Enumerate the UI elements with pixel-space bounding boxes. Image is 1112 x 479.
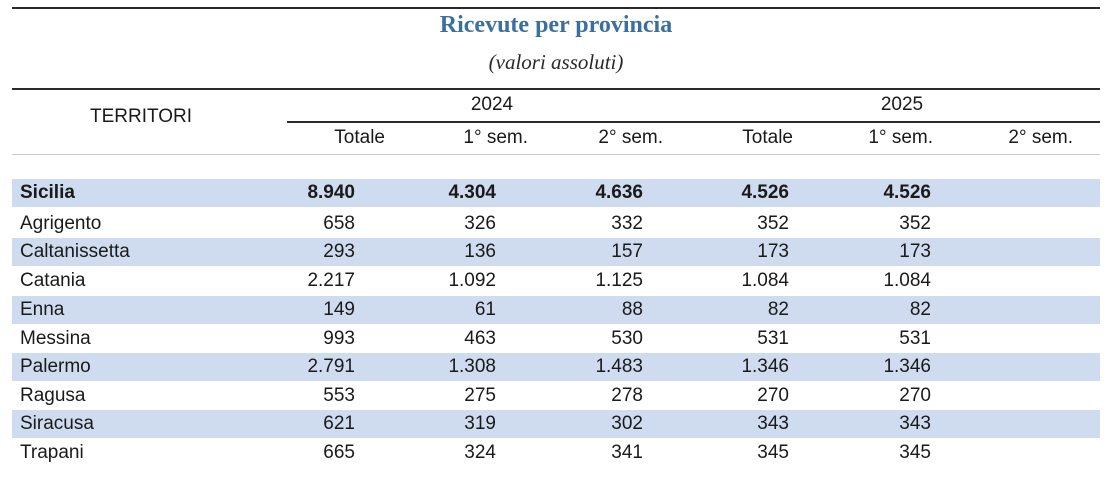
cell-2024-totale: 2.791 (307, 356, 355, 377)
cell-2024-sem1: 1.092 (448, 270, 496, 291)
territory-name: Messina (20, 328, 91, 349)
col-2024-sem1: 1° sem. (463, 127, 528, 148)
cell-2025-sem1: 82 (909, 299, 931, 320)
col-2025-sem2: 2° sem. (1008, 127, 1073, 148)
cell-2024-sem2: 332 (611, 213, 643, 234)
cell-2024-totale: 8.940 (307, 182, 355, 203)
table-subtitle: (valori assoluti) (488, 50, 624, 74)
year-2024-header: 2024 (470, 94, 514, 115)
cell-2025-totale: 270 (757, 385, 789, 406)
table-row-total: Sicilia 8.940 4.304 4.636 4.526 4.526 (12, 179, 1100, 207)
table-row: Messina 993 463 530 531 531 (12, 325, 1100, 353)
cell-2024-sem2: 1.483 (595, 356, 643, 377)
cell-2024-sem1: 275 (464, 385, 496, 406)
table-row: Agrigento 658 326 332 352 352 (12, 210, 1100, 238)
cell-2024-totale: 2.217 (307, 270, 355, 291)
table-row: Palermo 2.791 1.308 1.483 1.346 1.346 (12, 353, 1100, 381)
cell-2024-sem1: 61 (474, 299, 496, 320)
cell-2025-sem1: 343 (899, 413, 931, 434)
cell-2025-sem1: 345 (899, 442, 931, 463)
territory-name: Siracusa (20, 413, 94, 434)
cell-2024-sem2: 530 (611, 328, 643, 349)
cell-2024-sem1: 326 (464, 213, 496, 234)
year-2025-header: 2025 (880, 94, 924, 115)
table-row: Siracusa 621 319 302 343 343 (12, 410, 1100, 438)
cell-2025-sem1: 531 (899, 328, 931, 349)
header-rule (12, 88, 1100, 90)
territory-name: Agrigento (20, 213, 102, 234)
cell-2024-sem1: 319 (464, 413, 496, 434)
territori-header: TERRITORI (90, 106, 193, 127)
cell-2025-totale: 4.526 (741, 182, 789, 203)
cell-2025-sem1: 173 (899, 241, 931, 262)
cell-2024-totale: 621 (323, 413, 355, 434)
cell-2025-sem1: 352 (899, 213, 931, 234)
cell-2025-totale: 343 (757, 413, 789, 434)
col-2024-sem2: 2° sem. (598, 127, 663, 148)
cell-2024-sem2: 4.636 (595, 182, 643, 203)
cell-2024-totale: 658 (323, 213, 355, 234)
territory-name: Sicilia (20, 182, 75, 203)
cell-2025-totale: 173 (757, 241, 789, 262)
cell-2024-sem2: 302 (611, 413, 643, 434)
cell-2024-sem1: 1.308 (448, 356, 496, 377)
cell-2024-sem2: 278 (611, 385, 643, 406)
top-rule (12, 7, 1100, 9)
cell-2025-sem1: 1.346 (883, 356, 931, 377)
territory-name: Ragusa (20, 385, 86, 406)
cell-2025-totale: 345 (757, 442, 789, 463)
table-row: Trapani 665 324 341 345 345 (12, 439, 1100, 467)
territory-name: Enna (20, 299, 65, 320)
table-row: Caltanissetta 293 136 157 173 173 (12, 238, 1100, 266)
cell-2024-totale: 665 (323, 442, 355, 463)
table-row: Enna 149 61 88 82 82 (12, 296, 1100, 324)
col-2025-totale: Totale (742, 127, 793, 148)
table-row: Catania 2.217 1.092 1.125 1.084 1.084 (12, 267, 1100, 295)
cell-2024-totale: 553 (323, 385, 355, 406)
cell-2025-totale: 531 (757, 328, 789, 349)
cell-2025-totale: 82 (767, 299, 789, 320)
col-2025-sem1: 1° sem. (868, 127, 933, 148)
cell-2025-sem1: 270 (899, 385, 931, 406)
body-rule (12, 154, 1100, 155)
cell-2024-sem2: 157 (611, 241, 643, 262)
territory-name: Catania (20, 270, 86, 291)
cell-2024-sem2: 1.125 (595, 270, 643, 291)
cell-2024-sem1: 324 (464, 442, 496, 463)
cell-2024-totale: 293 (323, 241, 355, 262)
territory-name: Caltanissetta (20, 241, 130, 262)
cell-2025-totale: 1.084 (741, 270, 789, 291)
table-row: Ragusa 553 275 278 270 270 (12, 382, 1100, 410)
cell-2024-sem1: 136 (464, 241, 496, 262)
year-rule (287, 121, 1100, 123)
cell-2024-sem1: 4.304 (448, 182, 496, 203)
cell-2024-sem2: 341 (611, 442, 643, 463)
territory-name: Trapani (20, 442, 84, 463)
cell-2024-totale: 149 (323, 299, 355, 320)
cell-2025-totale: 1.346 (741, 356, 789, 377)
cell-2025-sem1: 1.084 (883, 270, 931, 291)
cell-2024-sem2: 88 (621, 299, 643, 320)
cell-2025-totale: 352 (757, 213, 789, 234)
col-2024-totale: Totale (334, 127, 385, 148)
table-title: Ricevute per provincia (439, 12, 673, 38)
cell-2024-sem1: 463 (464, 328, 496, 349)
territory-name: Palermo (20, 356, 91, 377)
cell-2024-totale: 993 (323, 328, 355, 349)
cell-2025-sem1: 4.526 (883, 182, 931, 203)
